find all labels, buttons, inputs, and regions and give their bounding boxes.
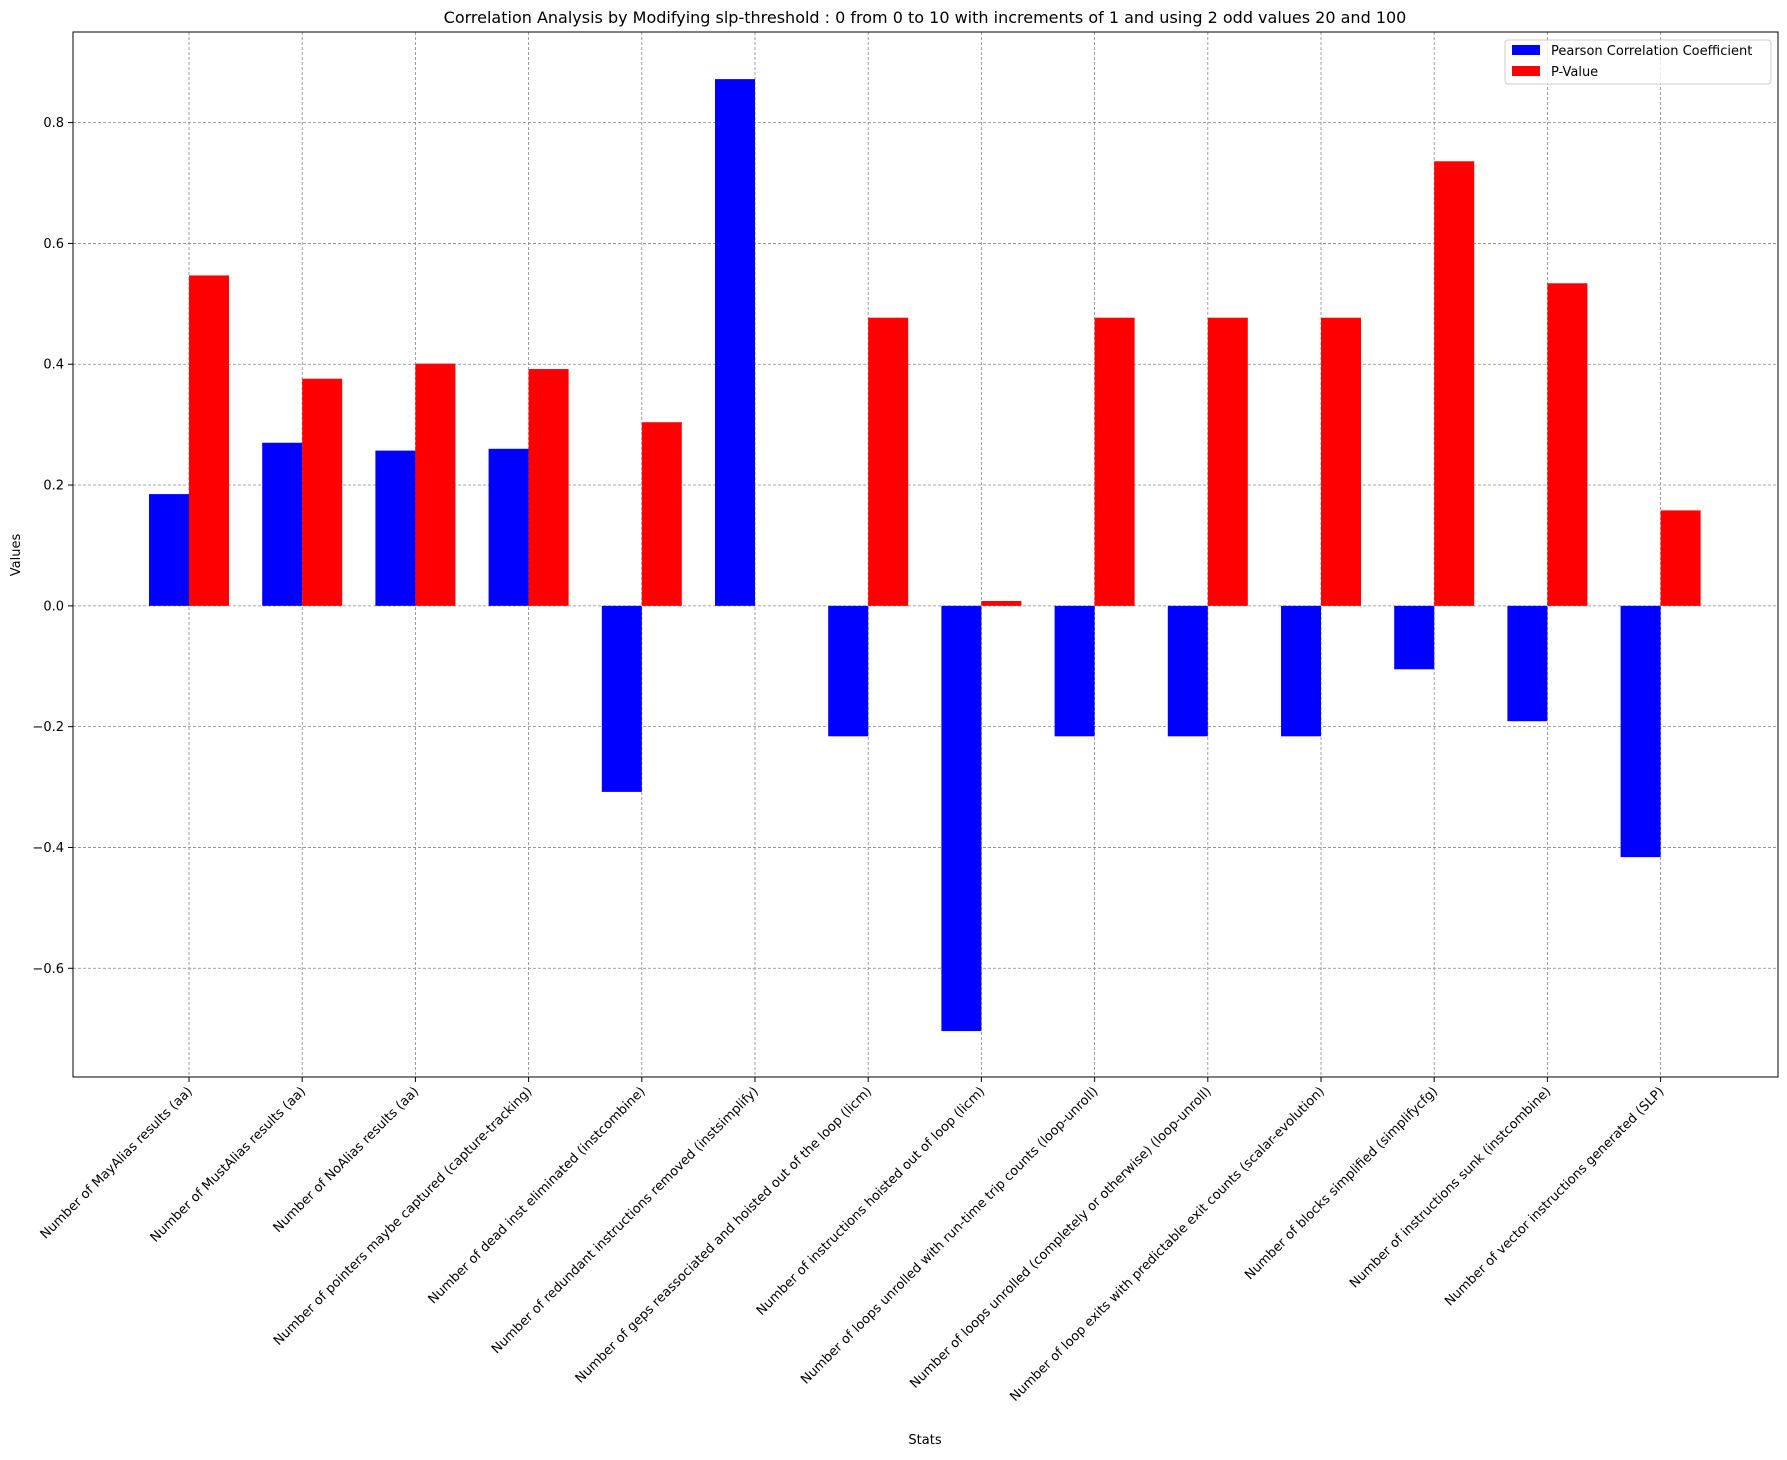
- bar-pearson: [1507, 606, 1547, 721]
- x-axis-label: Stats: [908, 1433, 941, 1448]
- y-tick-label: 0.4: [43, 358, 64, 373]
- bar-p-value: [415, 364, 455, 606]
- legend-swatch-p-value: [1512, 66, 1540, 76]
- y-tick-label: −0.2: [32, 720, 64, 735]
- y-tick-label: 0.0: [43, 599, 64, 614]
- bar-p-value: [868, 318, 908, 606]
- bar-p-value: [1547, 283, 1587, 606]
- bar-pearson: [941, 606, 981, 1031]
- bar-p-value: [1321, 318, 1361, 606]
- legend: Pearson Correlation Coefficient P-Value: [1505, 40, 1771, 84]
- chart-title: Correlation Analysis by Modifying slp-th…: [444, 8, 1407, 27]
- bar-pearson: [715, 79, 755, 606]
- bar-pearson: [489, 449, 529, 606]
- bar-pearson: [262, 443, 302, 606]
- y-tick-label: −0.4: [32, 841, 64, 856]
- bar-p-value: [529, 369, 569, 606]
- bar-p-value: [189, 275, 229, 605]
- y-tick-label: 0.2: [43, 479, 64, 494]
- bar-p-value: [981, 601, 1021, 606]
- bar-pearson: [1168, 606, 1208, 736]
- y-tick-label: 0.8: [43, 116, 64, 131]
- legend-swatch-pearson: [1512, 45, 1540, 55]
- bar-pearson: [375, 451, 415, 606]
- bar-p-value: [642, 422, 682, 606]
- bar-p-value: [302, 379, 342, 606]
- bar-pearson: [828, 606, 868, 736]
- y-axis-label: Values: [9, 534, 24, 577]
- y-tick-label: 0.6: [43, 237, 64, 252]
- bar-p-value: [1661, 510, 1701, 605]
- bar-p-value: [1434, 161, 1474, 606]
- bar-pearson: [1281, 606, 1321, 736]
- bar-p-value: [1095, 318, 1135, 606]
- bar-pearson: [602, 606, 642, 792]
- bar-pearson: [1621, 606, 1661, 857]
- legend-label-pearson: Pearson Correlation Coefficient: [1551, 44, 1752, 59]
- y-tick-label: −0.6: [32, 962, 64, 977]
- legend-label-p-value: P-Value: [1551, 65, 1598, 80]
- bar-pearson: [149, 494, 189, 606]
- bar-pearson: [1055, 606, 1095, 736]
- bar-p-value: [1208, 318, 1248, 606]
- bar-pearson: [1394, 606, 1434, 669]
